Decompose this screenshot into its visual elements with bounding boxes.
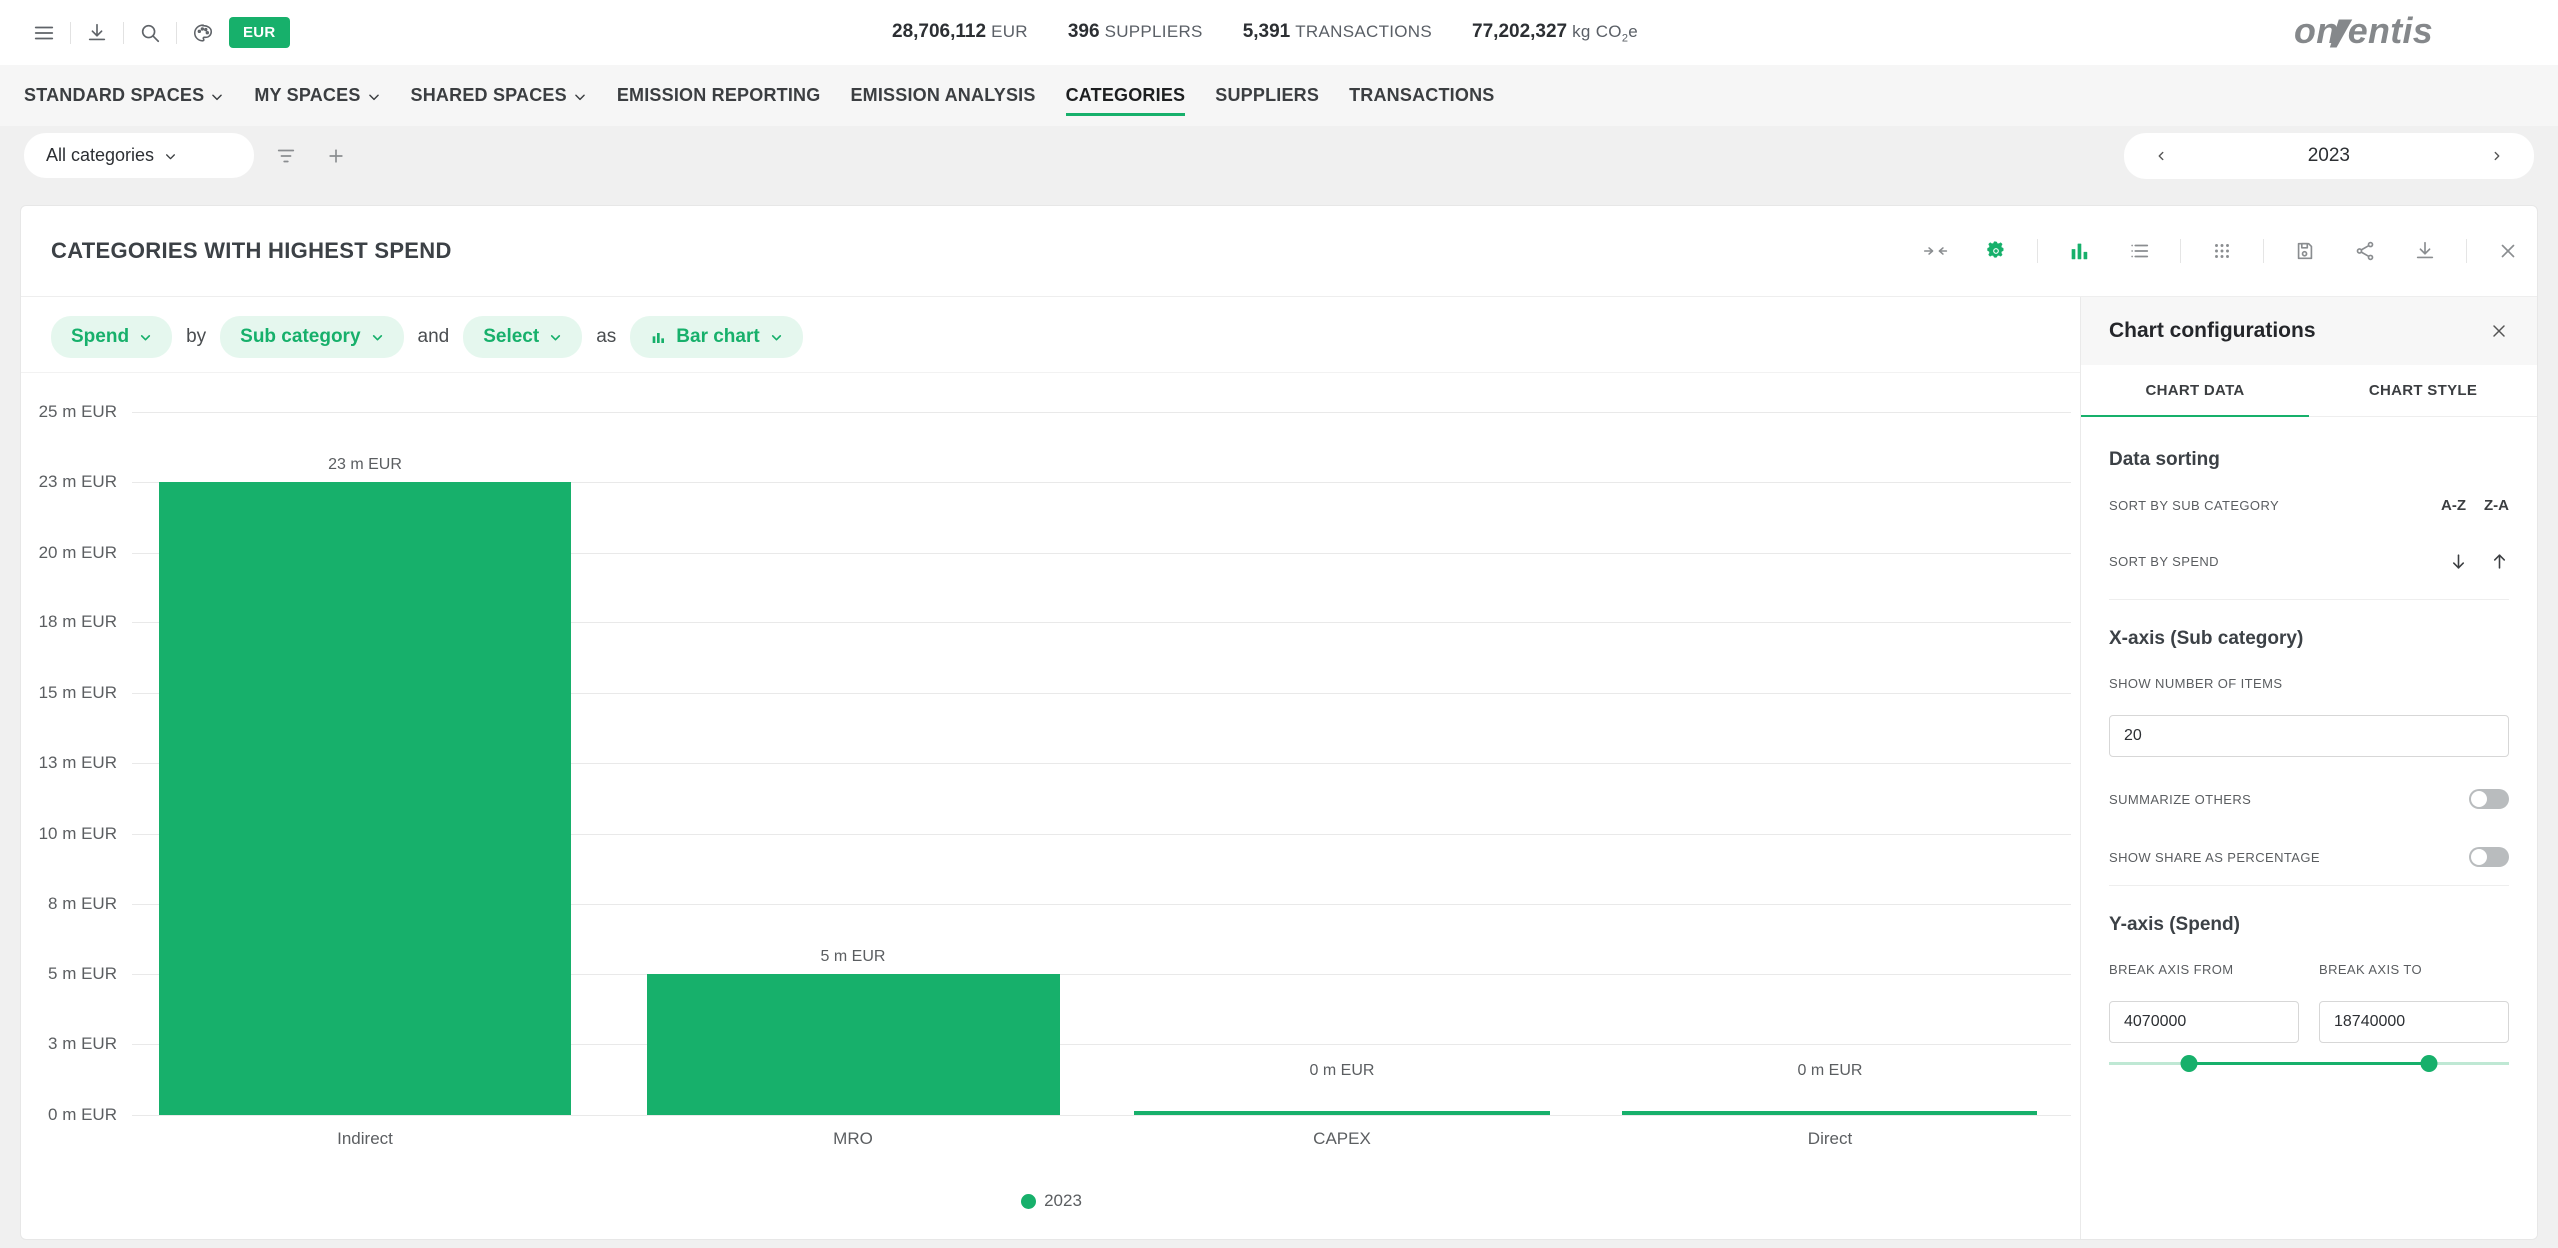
svg-text:entis: entis <box>2348 11 2433 51</box>
